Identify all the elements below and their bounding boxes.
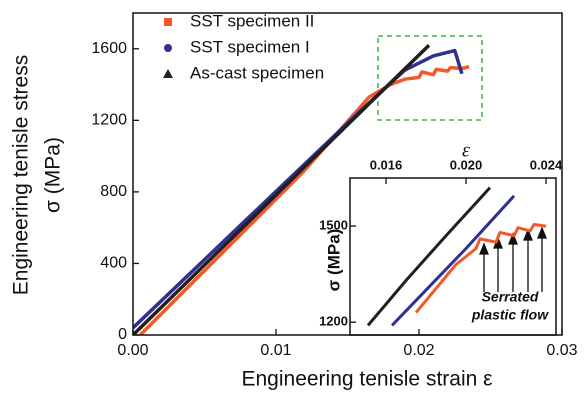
x-axis-label: ε xyxy=(462,140,470,162)
inset-frame xyxy=(349,177,557,336)
y-tick-label: 1200 xyxy=(91,112,127,129)
legend-marker xyxy=(164,18,172,26)
x-tick-label: 0.03 xyxy=(546,342,577,359)
axes-frame xyxy=(132,12,563,336)
y-tick-label: 1500 xyxy=(319,217,348,232)
y-axis-label: σ (MPa) xyxy=(42,137,65,213)
arrows xyxy=(479,226,547,292)
y-tick-label: 1200 xyxy=(319,314,348,329)
y-tick-label: 400 xyxy=(100,255,127,272)
x-tick-label: 0.024 xyxy=(530,157,563,172)
x-tick-label: 0.020 xyxy=(450,157,483,172)
data-line xyxy=(133,43,431,335)
x-tick-label: 0.01 xyxy=(260,342,291,359)
data-line xyxy=(366,186,492,327)
y-tick-label: 0 xyxy=(118,326,127,343)
y-tick-label: 1600 xyxy=(91,40,127,57)
x-axis-label: Engineering tenisle strain ε xyxy=(241,368,492,391)
annotation: Serrated xyxy=(482,289,539,305)
y-tick-label: 800 xyxy=(100,183,127,200)
y-axis-label: σ (MPa) xyxy=(324,229,343,292)
data-line xyxy=(138,65,470,335)
data-line xyxy=(414,223,547,314)
legend-label: As-cast specimen xyxy=(190,63,324,82)
legend-label: SST specimen I xyxy=(190,37,310,56)
legend-marker xyxy=(163,69,173,78)
x-tick-label: 0.016 xyxy=(370,157,403,172)
legend-marker xyxy=(164,44,172,52)
y-axis-label: Engineering tenisle stress xyxy=(10,55,33,295)
legend-label: SST specimen II xyxy=(190,11,314,30)
x-tick-label: 0.00 xyxy=(117,342,148,359)
annotation: plastic flow xyxy=(471,307,549,323)
x-tick-label: 0.02 xyxy=(403,342,434,359)
zoom-box xyxy=(377,35,483,121)
data-line xyxy=(390,194,516,327)
